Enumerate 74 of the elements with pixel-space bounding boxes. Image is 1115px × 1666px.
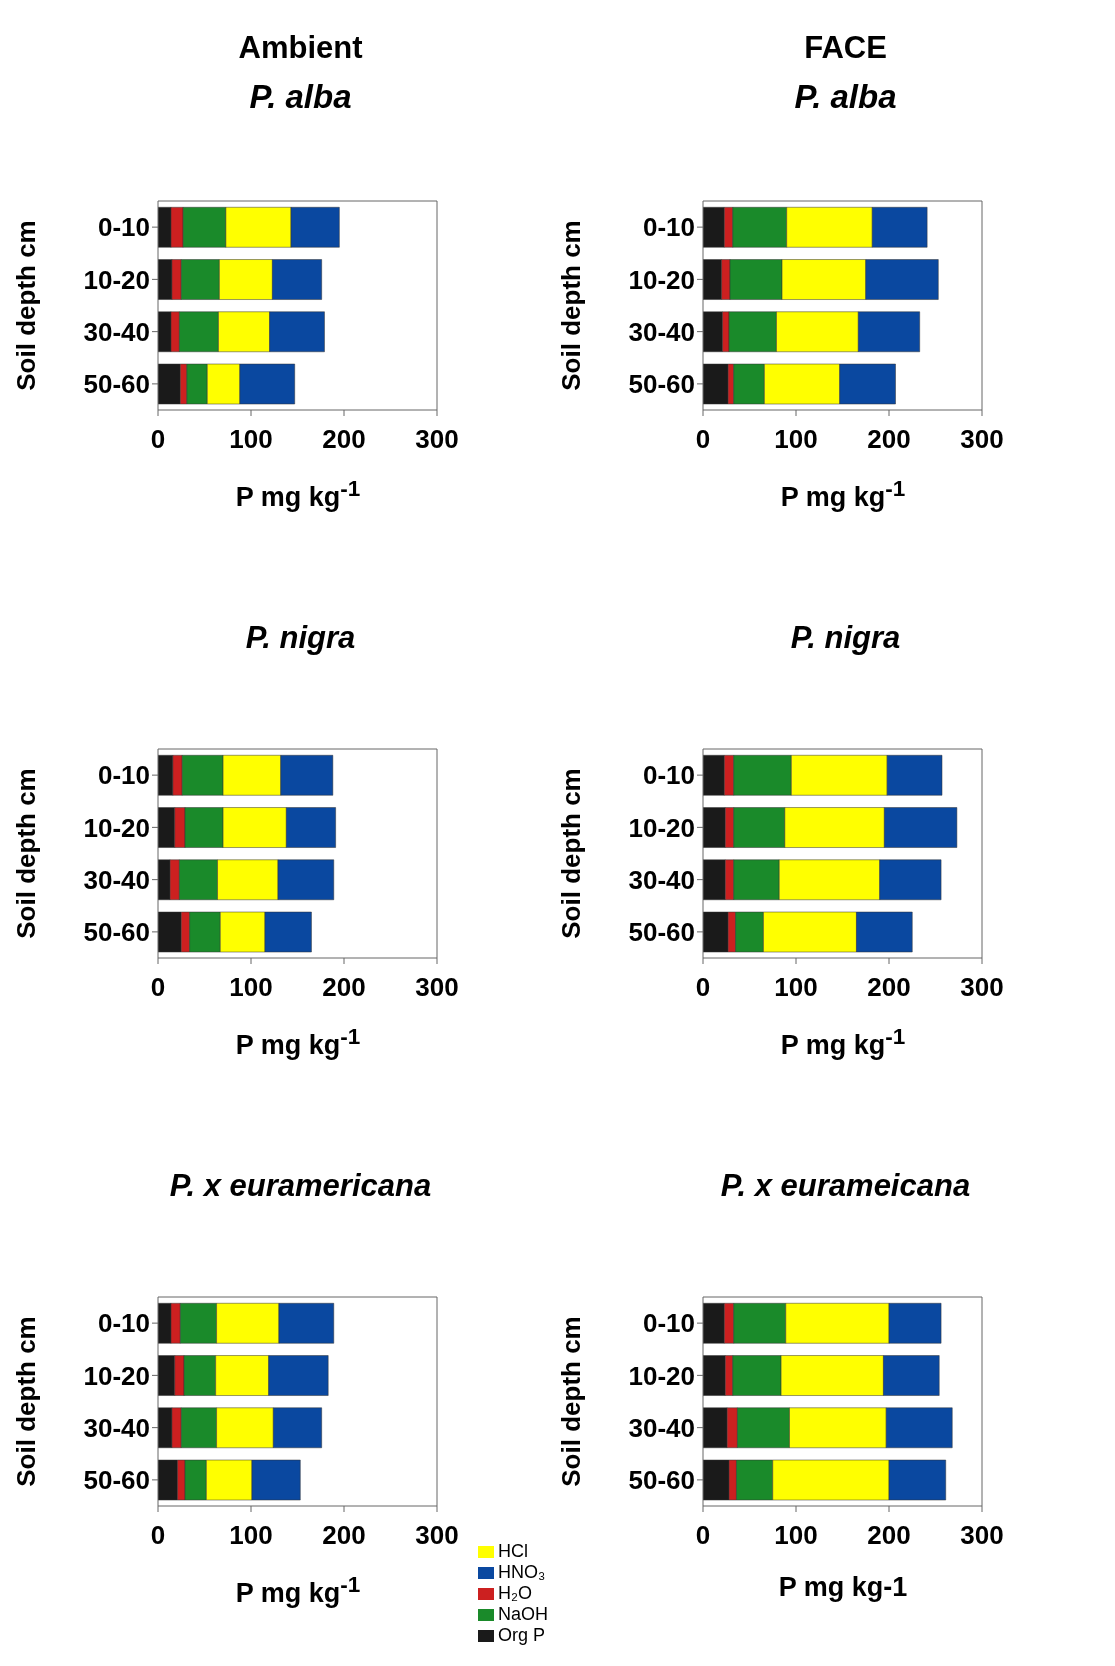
x-axis-title: P mg kg$^{-1}$ <box>234 1024 362 1061</box>
x-axis-title: P mg kg$^{-1}$ <box>234 1572 362 1609</box>
x-tick-label: 100 <box>229 1520 273 1551</box>
y-tick-label: 30-40 <box>628 316 695 347</box>
x-tick-label: 0 <box>695 424 711 455</box>
x-tick-label: 0 <box>695 972 711 1003</box>
y-tick-label: 10-20 <box>83 812 150 843</box>
x-tick-label: 300 <box>960 972 1004 1003</box>
x-tick-label: 100 <box>774 424 818 455</box>
y-tick-label: 10-20 <box>628 264 695 295</box>
y-tick-label: 30-40 <box>628 1412 695 1443</box>
chart-title: Ambient <box>238 30 363 66</box>
chart-subtitle: P. alba <box>249 78 352 116</box>
x-tick-label: 0 <box>150 1520 166 1551</box>
x-tick-label: 0 <box>695 1520 711 1551</box>
y-tick-label: 50-60 <box>628 917 695 948</box>
legend-label: H₂O <box>498 1583 532 1603</box>
y-tick-label: 10-20 <box>628 812 695 843</box>
chart-title: P. nigra <box>245 620 356 656</box>
legend-label: NaOH <box>498 1604 549 1624</box>
x-axis-title: P mg kg-1 <box>777 1572 909 1603</box>
chart-title: P. nigra <box>790 620 901 656</box>
y-axis-title: Soil depth cm <box>11 220 42 391</box>
x-tick-label: 200 <box>322 972 366 1003</box>
x-tick-label: 100 <box>774 972 818 1003</box>
y-tick-label: 30-40 <box>628 864 695 895</box>
y-axis-title: Soil depth cm <box>11 768 42 939</box>
chart-title: P. x euramericana <box>169 1168 432 1204</box>
chart-title: P. x eurameicana <box>720 1168 971 1204</box>
y-tick-label: 50-60 <box>83 1465 150 1496</box>
y-tick-label: 30-40 <box>83 316 150 347</box>
legend-label: Org P <box>498 1625 546 1645</box>
x-tick-label: 300 <box>960 1520 1004 1551</box>
x-tick-label: 0 <box>150 424 166 455</box>
x-axis-title: P mg kg$^{-1}$ <box>779 476 907 513</box>
x-tick-label: 0 <box>150 972 166 1003</box>
y-tick-label: 0-10 <box>642 760 695 791</box>
x-tick-label: 200 <box>867 424 911 455</box>
y-tick-label: 30-40 <box>83 1412 150 1443</box>
y-tick-label: 10-20 <box>83 1360 150 1391</box>
y-tick-label: 0-10 <box>642 1308 695 1339</box>
legend-label: HCl <box>498 1541 528 1561</box>
x-axis-title: P mg kg$^{-1}$ <box>779 1024 907 1061</box>
y-axis-title: Soil depth cm <box>11 1316 42 1487</box>
y-tick-label: 50-60 <box>628 1465 695 1496</box>
x-tick-label: 200 <box>322 1520 366 1551</box>
y-tick-label: 0-10 <box>642 212 695 243</box>
y-tick-label: 50-60 <box>628 369 695 400</box>
y-axis-title: Soil depth cm <box>556 768 587 939</box>
y-tick-label: 10-20 <box>628 1360 695 1391</box>
x-tick-label: 200 <box>867 972 911 1003</box>
x-tick-label: 300 <box>415 972 459 1003</box>
x-tick-label: 100 <box>229 424 273 455</box>
x-tick-label: 200 <box>867 1520 911 1551</box>
y-tick-label: 50-60 <box>83 917 150 948</box>
y-tick-label: 10-20 <box>83 264 150 295</box>
x-tick-label: 300 <box>960 424 1004 455</box>
y-tick-label: 0-10 <box>97 760 150 791</box>
y-tick-label: 0-10 <box>97 212 150 243</box>
chart-title: FACE <box>804 30 887 66</box>
x-tick-label: 300 <box>415 424 459 455</box>
x-tick-label: 200 <box>322 424 366 455</box>
y-tick-label: 30-40 <box>83 864 150 895</box>
x-tick-label: 100 <box>774 1520 818 1551</box>
y-tick-label: 50-60 <box>83 369 150 400</box>
chart-subtitle: P. alba <box>794 78 897 116</box>
y-axis-title: Soil depth cm <box>556 220 587 391</box>
legend-label: HNO₃ <box>498 1562 546 1582</box>
bar <box>703 363 729 405</box>
x-tick-label: 100 <box>229 972 273 1003</box>
y-tick-label: 0-10 <box>97 1308 150 1339</box>
x-tick-label: 300 <box>415 1520 459 1551</box>
x-axis-title: P mg kg$^{-1}$ <box>234 476 362 513</box>
y-axis-title: Soil depth cm <box>556 1316 587 1487</box>
